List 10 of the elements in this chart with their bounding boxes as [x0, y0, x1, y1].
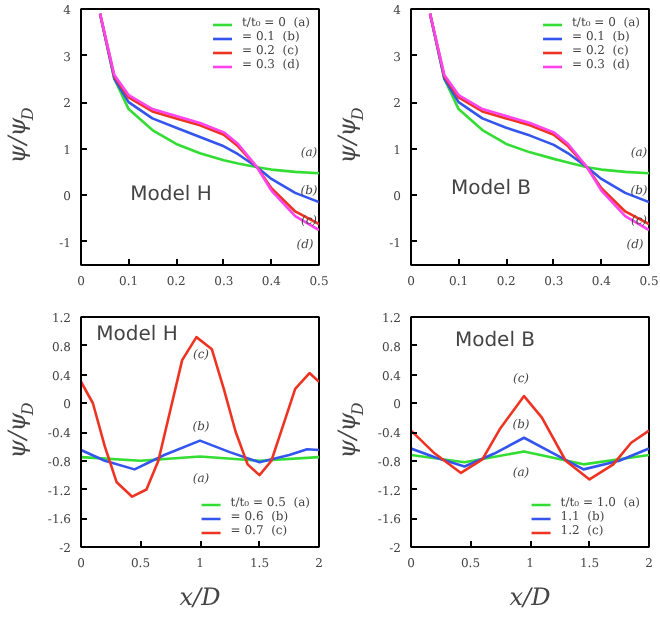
y-axis-title: ψ/ψD	[333, 106, 367, 164]
y-axis-title: ψ/ψD	[333, 401, 367, 459]
annotation: Model B	[450, 178, 532, 200]
annotation: Model B	[454, 330, 536, 352]
y-axis-title: ψ/ψD	[3, 106, 37, 164]
x-axis-title: x/D	[179, 583, 222, 611]
annotation: Model H	[130, 184, 212, 206]
x-axis-title: x/D	[509, 583, 552, 611]
y-axis-title: ψ/ψD	[3, 401, 37, 459]
annotation: Model H	[96, 324, 178, 346]
